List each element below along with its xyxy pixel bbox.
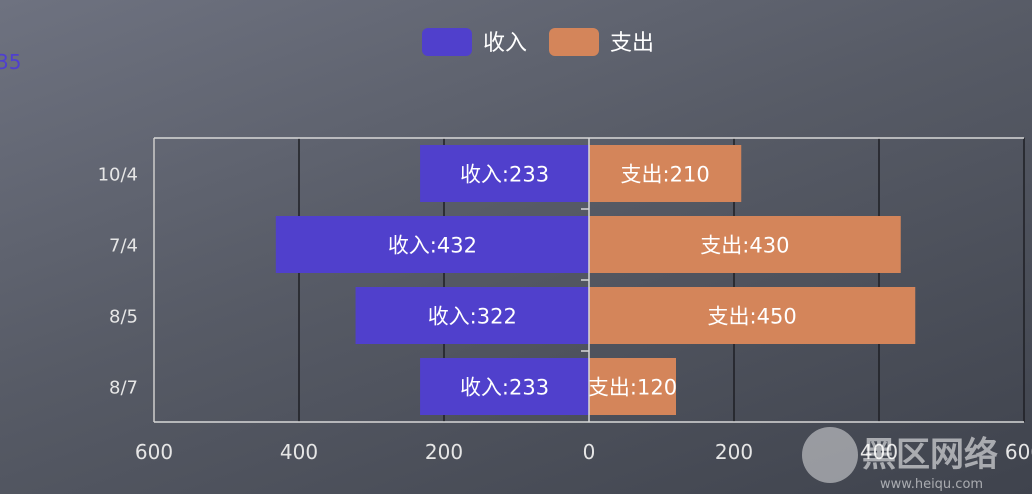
x-tick-label-3: 0 xyxy=(583,440,596,464)
bar-label-income-0: 收入:233 xyxy=(460,163,549,187)
bar-label-expense-1: 支出:430 xyxy=(700,234,789,258)
bars: 收入:233 支出:210 收入:432 支出:430 收入:322 支出:450 收入:2… xyxy=(275,145,916,415)
y-tick-label-3: 8/7 xyxy=(109,378,138,399)
x-tick-label-6: 600 xyxy=(1005,440,1032,464)
legend-label-1[interactable]: 支出 xyxy=(610,31,654,56)
watermark-text: 黑区网络 xyxy=(862,435,998,475)
bar-income-3[interactable] xyxy=(420,358,589,415)
legend-label-0[interactable]: 收入 xyxy=(483,31,527,56)
axes: 10/4 7/4 8/5 8/7 600 400 200 0 200 400 600 xyxy=(98,137,1032,464)
bar-expense-3[interactable] xyxy=(589,358,676,415)
legend: 收入 支出 xyxy=(422,28,654,56)
legend-swatch-1[interactable] xyxy=(549,28,599,56)
x-tick-label-4: 200 xyxy=(715,440,753,464)
bar-income-0[interactable] xyxy=(420,145,589,202)
watermark-url: www.heiqu.com xyxy=(880,477,983,492)
bar-expense-1[interactable] xyxy=(589,216,901,273)
bar-label-expense-0: 支出:210 xyxy=(621,163,710,187)
x-tick-label-1: 400 xyxy=(280,440,318,464)
bar-income-2[interactable] xyxy=(355,287,589,344)
bar-label-income-3: 收入:233 xyxy=(460,376,549,400)
bar-expense-0[interactable] xyxy=(589,145,742,202)
x-tick-label-2: 200 xyxy=(425,440,463,464)
bar-label-income-1: 收入:432 xyxy=(388,234,477,258)
corner-mark: 35 xyxy=(0,50,21,74)
y-tick-label-0: 10/4 xyxy=(98,165,138,186)
bar-label-expense-3: 支出:120 xyxy=(588,376,677,400)
bar-expense-2[interactable] xyxy=(589,287,916,344)
x-tick-label-5: 400 xyxy=(860,440,898,464)
watermark: 黑区网络 www.heiqu.com xyxy=(802,427,998,492)
bar-label-expense-2: 支出:450 xyxy=(708,305,797,329)
watermark-logo-icon xyxy=(802,427,858,483)
legend-swatch-0[interactable] xyxy=(422,28,472,56)
bar-income-1[interactable] xyxy=(275,216,589,273)
y-tick-label-2: 8/5 xyxy=(109,307,138,328)
x-tick-label-0: 600 xyxy=(135,440,173,464)
y-tick-label-1: 7/4 xyxy=(109,236,138,257)
bar-label-income-2: 收入:322 xyxy=(428,305,517,329)
